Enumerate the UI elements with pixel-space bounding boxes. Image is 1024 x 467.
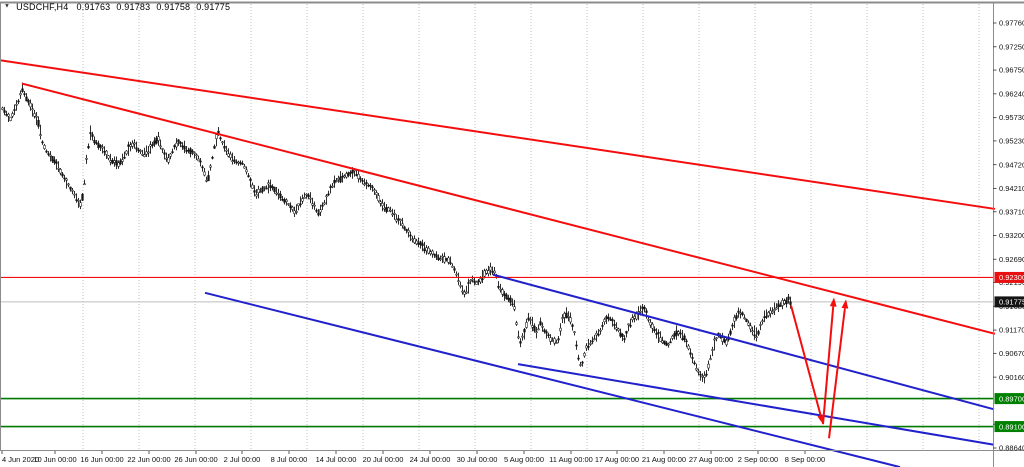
date-tick-label: 5 Aug 00:00 — [504, 455, 544, 464]
price-tick-label: 0.93710 — [999, 207, 1024, 216]
secondary-descending-resistance-trendline[interactable] — [21, 82, 996, 335]
date-tick-label: 17 Aug 00:00 — [595, 455, 639, 464]
major-descending-resistance-trendline[interactable] — [0, 59, 996, 210]
date-tick-label: 21 Aug 00:00 — [642, 455, 686, 464]
price-tick-label: 0.90670 — [999, 349, 1024, 358]
horizontal-levels[interactable] — [0, 276, 993, 428]
svg-text:0.89100: 0.89100 — [999, 422, 1024, 431]
blue-channel-mid-trendline[interactable] — [517, 363, 995, 446]
price-tick-label: 0.96750 — [999, 66, 1024, 75]
price-tick-label: 0.95730 — [999, 113, 1024, 122]
date-tick-label: 2 Jul 00:00 — [224, 455, 261, 464]
date-tick-label: 10 Jun 00:00 — [33, 455, 76, 464]
grid-lines — [82, 4, 980, 450]
trendlines[interactable] — [0, 59, 996, 467]
price-tick-label: 0.91170 — [999, 326, 1024, 335]
blue-channel-upper-trendline[interactable] — [492, 273, 995, 411]
price-tick-label: 0.95230 — [999, 136, 1024, 145]
date-tick-label: 24 Jul 00:00 — [410, 455, 451, 464]
ohlc-close-value: 0.91775 — [196, 2, 231, 12]
price-badge-0.91775: 0.91775 — [994, 296, 1024, 308]
date-tick-label: 30 Jul 00:00 — [457, 455, 498, 464]
ohlc-low-value: 0.91758 — [156, 2, 191, 12]
price-tick-label: 0.93200 — [999, 231, 1024, 240]
projection-arrows[interactable] — [790, 297, 849, 439]
price-badge-0.89100: 0.89100 — [994, 421, 1024, 433]
price-tick-label: 0.97250 — [999, 42, 1024, 51]
ohlc-high-value: 0.91783 — [116, 2, 151, 12]
date-tick-label: 8 Jul 00:00 — [271, 455, 308, 464]
date-tick-label: 8 Sep 00:00 — [785, 455, 825, 464]
date-tick-label: 14 Jul 00:00 — [316, 455, 357, 464]
symbol-dropdown-icon[interactable]: ▼ — [4, 3, 11, 10]
date-tick-label: 26 Jun 00:00 — [174, 455, 217, 464]
price-tick-label: 0.94210 — [999, 184, 1024, 193]
svg-text:0.89700: 0.89700 — [999, 394, 1024, 403]
symbol-timeframe-label: USDCHF,H4 — [16, 2, 69, 12]
chart-title-bar: ▼ USDCHF,H4 0.91763 0.91783 0.91758 0.91… — [4, 2, 230, 12]
price-tick-label: 0.96240 — [999, 89, 1024, 98]
blue-channel-lower-trendline[interactable] — [204, 291, 901, 467]
price-badges: 0.91775 0.92300 0.89700 0.89100 — [994, 271, 1024, 433]
price-tick-label: 0.92690 — [999, 255, 1024, 264]
candlesticks — [1, 82, 792, 384]
date-tick-label: 27 Aug 00:00 — [689, 455, 733, 464]
date-tick-label: 16 Jun 00:00 — [80, 455, 123, 464]
svg-text:0.91775: 0.91775 — [999, 298, 1024, 307]
date-tick-label: 11 Aug 00:00 — [549, 455, 593, 464]
date-tick-label: 20 Jul 00:00 — [363, 455, 404, 464]
price-badge-0.89700: 0.89700 — [994, 393, 1024, 405]
date-tick-label: 2 Sep 00:00 — [738, 455, 778, 464]
price-tick-label: 0.97760 — [999, 19, 1024, 28]
price-badge-0.92300: 0.92300 — [994, 271, 1024, 283]
price-tick-label: 0.94720 — [999, 160, 1024, 169]
price-tick-label: 0.88640 — [999, 444, 1024, 453]
svg-text:0.92300: 0.92300 — [999, 273, 1024, 282]
ohlc-open-value: 0.91763 — [76, 2, 111, 12]
date-tick-label: 22 Jun 00:00 — [127, 455, 170, 464]
date-tick-label: 4 Jun 2020 — [2, 455, 39, 464]
price-tick-label: 0.90160 — [999, 373, 1024, 382]
projected-rally-arrow-2[interactable] — [828, 299, 849, 439]
projected-rally-arrow-1[interactable] — [822, 297, 837, 425]
